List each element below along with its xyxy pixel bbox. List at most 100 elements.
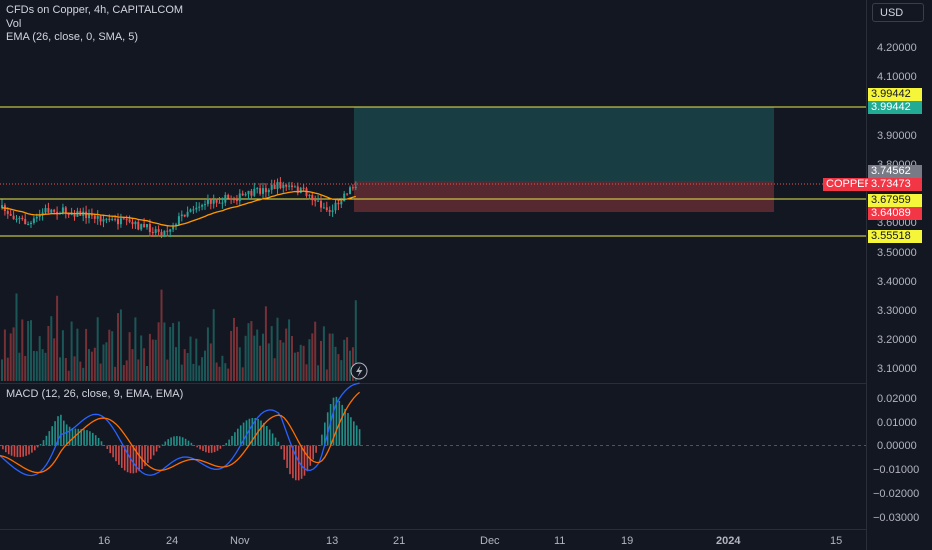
macd-histogram-bar (7, 445, 10, 455)
symbol-legend[interactable]: CFDs on Copper, 4h, CAPITALCOM (6, 4, 184, 16)
price-tick: 3.50000 (877, 247, 917, 259)
candle-body (140, 224, 143, 230)
macd-histogram-bar (234, 432, 236, 446)
macd-legend[interactable]: MACD (12, 26, close, 9, EMA, EMA) (6, 388, 184, 400)
macd-histogram-bar (347, 413, 349, 446)
volume-bar (9, 333, 12, 381)
candle-body (253, 188, 256, 196)
price-tick: 3.90000 (877, 130, 917, 142)
candle-body (320, 200, 322, 208)
macd-histogram-bar (150, 445, 152, 460)
volume-bar (241, 367, 244, 381)
currency-button[interactable]: USD (872, 3, 924, 22)
volume-bar (119, 309, 122, 381)
candle-body (122, 218, 125, 220)
candle-body (212, 199, 215, 204)
volume-bar (308, 339, 311, 381)
candle-body (267, 189, 270, 193)
candle-body (244, 194, 247, 196)
price-tick: 3.10000 (877, 363, 917, 375)
lightning-icon[interactable] (350, 362, 368, 380)
volume-bars (1, 289, 357, 381)
candle-body (206, 198, 209, 205)
volume-bar (18, 352, 21, 381)
macd-histogram-bar (324, 422, 326, 446)
candle-body (227, 195, 230, 199)
macd-histogram-bar (187, 440, 190, 446)
volume-bar (354, 300, 357, 381)
candle-body (288, 185, 291, 187)
macd-histogram-bar (280, 445, 283, 450)
candle-body (235, 199, 238, 202)
macd-histogram-bar (254, 418, 256, 446)
volume-bar (264, 306, 267, 381)
volume-bar (279, 340, 282, 381)
candle-body (38, 214, 41, 217)
volume-bar (267, 343, 270, 381)
volume-bar (82, 367, 85, 381)
volume-bar (128, 332, 131, 381)
volume-bar (235, 326, 238, 381)
candle-body (99, 216, 102, 222)
long-position-stop-zone[interactable] (354, 181, 774, 212)
candle-body (88, 213, 90, 219)
volume-bar (262, 333, 264, 381)
candle-body (209, 198, 212, 204)
volume-bar (47, 325, 50, 381)
volume-bar (215, 362, 218, 381)
volume-bar (3, 329, 6, 381)
volume-bar (79, 361, 82, 381)
macd-histogram-bar (205, 445, 207, 453)
macd-histogram-bar (16, 445, 19, 458)
macd-histogram-bar (112, 445, 114, 458)
macd-histogram-bar (309, 445, 312, 466)
macd-histogram-bar (109, 445, 111, 454)
volume-bar (15, 293, 18, 381)
time-tick: 19 (621, 535, 633, 547)
candle-body (293, 186, 296, 188)
macd-histogram-bar (74, 428, 77, 446)
volume-bar (59, 357, 61, 381)
candle-body (102, 219, 105, 222)
volume-bar (296, 351, 299, 381)
time-tick: 11 (554, 535, 565, 547)
macd-histogram-bar (289, 445, 291, 475)
candle-body (230, 198, 233, 200)
long-position-target-zone[interactable] (354, 107, 774, 181)
candle-body (32, 218, 35, 223)
volume-bar (177, 321, 180, 381)
macd-histogram-bar (86, 430, 88, 446)
macd-histogram-bar (138, 445, 140, 472)
macd-histogram-bar (42, 440, 45, 446)
current-price-label: 3.73473 (868, 178, 922, 191)
macd-histogram-bar (355, 425, 358, 446)
candle-body (195, 207, 198, 210)
macd-histogram-bar (144, 445, 146, 467)
price-tick: 3.60000 (877, 217, 917, 229)
price-tick: 3.40000 (877, 276, 917, 288)
volume-legend[interactable]: Vol (6, 18, 22, 30)
macd-histogram-bar (315, 445, 317, 453)
price-tick: 4.20000 (877, 42, 917, 54)
macd-histogram-bar (266, 425, 268, 446)
volume-bar (151, 339, 154, 381)
volume-bar (85, 328, 88, 381)
macd-histogram-bar (274, 437, 277, 446)
macd-histogram-bar (65, 424, 68, 446)
volume-bar (56, 295, 59, 381)
candle-body (172, 225, 175, 230)
volume-bar (134, 317, 137, 381)
ema-line (1, 190, 356, 227)
time-tick: Dec (480, 535, 500, 547)
macd-histogram-bar (300, 445, 303, 479)
candlesticks[interactable] (1, 177, 357, 239)
macd-histogram-bar (68, 426, 71, 446)
macd-histogram-bar (80, 429, 82, 446)
macd-histogram-bar (0, 445, 1, 446)
candle-body (64, 207, 67, 214)
ema-legend[interactable]: EMA (26, close, 0, SMA, 5) (6, 31, 139, 43)
volume-bar (218, 366, 221, 381)
volume-bar (346, 337, 349, 381)
volume-bar (175, 347, 177, 381)
